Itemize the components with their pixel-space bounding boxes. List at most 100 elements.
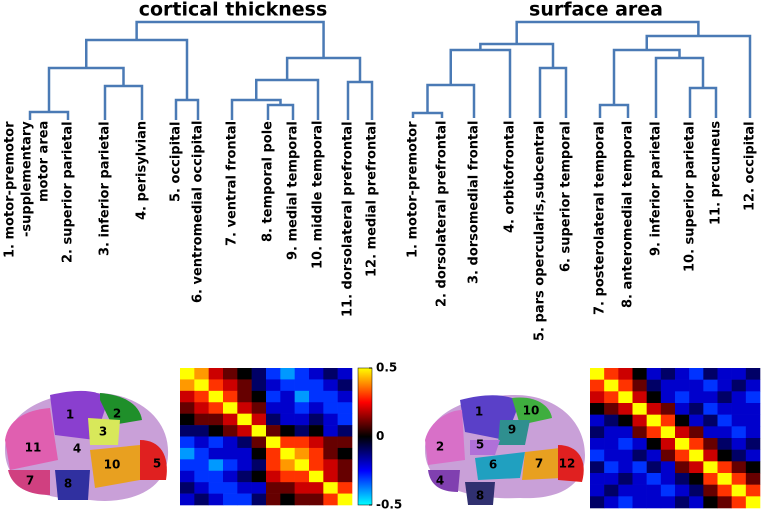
heatmap-cell [323,470,338,483]
heatmap-cell [675,414,690,427]
panel-title: surface area [529,0,663,21]
leaf-label: 9. medial temporal [285,121,301,260]
heatmap-cell [251,459,267,472]
heatmap-cell [703,496,718,509]
heatmap-cell [208,379,224,392]
heatmap-cell [689,449,704,462]
heatmap-cell [223,493,238,506]
heatmap-cell [590,473,605,485]
heatmap-cell [745,449,761,462]
heatmap-cell [251,436,267,449]
heatmap-cell [731,414,747,427]
heatmap-cell [689,391,704,404]
heatmap-cell [251,379,267,392]
heatmap-cell [208,493,224,506]
heatmap-cell [731,484,747,497]
dendrogram-link [479,42,555,68]
heatmap-cell [717,473,732,485]
leaf-label: 7. posterolateral temporal [592,121,608,315]
heatmap-cell [660,484,676,497]
leaf-label: 5. occipital [168,121,184,202]
heatmap-cell [731,403,747,415]
heatmap-cell [309,390,324,403]
heatmap-cell [194,447,209,460]
heatmap-cell [180,425,195,437]
dendrogram-link [346,80,374,120]
heatmap-cell [717,449,732,462]
heatmap-cell [604,426,619,439]
heatmap-cell [337,425,353,437]
heatmap-cell [280,390,295,403]
heatmap-cell [280,402,295,414]
heatmap-cell [208,436,224,449]
dendrogram-link [688,86,718,118]
dendrogram-link [411,111,444,118]
heatmap-cell [309,459,324,472]
heatmap-cell [646,414,662,427]
heatmap-cell [294,459,310,472]
heatmap-cell [604,368,619,380]
heatmap-cell [266,482,281,494]
heatmap-cell [604,414,619,427]
leaf-label: 11. precuneus [708,121,724,226]
heatmap-cell [675,368,690,380]
heatmap-cell [590,438,605,450]
heatmap-cell [266,379,281,392]
heatmap-cell [689,473,704,485]
heatmap-cell [660,403,676,415]
leaf-label: 7. ventral frontal [224,121,240,247]
heatmap-cell [280,379,295,392]
heatmap-cell [703,403,718,415]
heatmap-cell [237,413,252,426]
heatmap-cell [294,470,310,483]
heatmap-cell [237,470,252,483]
heatmap-cell [208,482,224,494]
brain-region-label: 12 [559,457,576,471]
heatmap-cell [646,449,662,462]
heatmap-cell [309,368,324,380]
heatmap-cell [717,379,732,392]
heatmap-cell [618,368,633,380]
leaf-label: 9. inferior parietal [648,121,664,256]
heatmap-cell [194,379,209,392]
heatmap-cell [618,426,633,439]
heatmap-cell [675,449,690,462]
heatmap-cell [194,425,209,437]
heatmap-cell [194,413,209,426]
heatmap-cell [194,482,209,494]
heatmap-cell [675,473,690,485]
brain-left [5,390,169,501]
heatmap-cell [660,449,676,462]
heatmap-cell [294,379,310,392]
heatmap-cell [309,436,324,449]
heatmap-cell [590,461,605,474]
dendrogram-link [515,20,700,44]
leaf-label: 8. temporal pole [260,121,276,242]
brain-region-label: 8 [476,489,484,503]
heatmap-cell [323,413,338,426]
heatmap-cell [703,368,718,380]
heatmap-cell [237,379,252,392]
heatmap-cell [660,496,676,509]
heatmap-cell [618,484,633,497]
heatmap-cell [703,391,718,404]
brain-region-label: 2 [436,440,444,454]
heatmap-cell [689,403,704,415]
heatmap-cell [745,473,761,485]
heatmap-cell [223,379,238,392]
heatmap-cell [717,438,732,450]
heatmap-cell [337,470,353,483]
heatmap-cell [180,368,195,380]
heatmap-cell [660,426,676,439]
heatmap-cell [337,379,353,392]
heatmap-cell [180,402,195,414]
heatmap-cell [294,425,310,437]
heatmap-cell [590,414,605,427]
heatmap-cell [590,496,605,509]
heatmap-cell [646,473,662,485]
heatmap-cell [280,459,295,472]
heatmap-cell [208,425,224,437]
heatmap-cell [731,496,747,509]
heatmap-cell [223,459,238,472]
